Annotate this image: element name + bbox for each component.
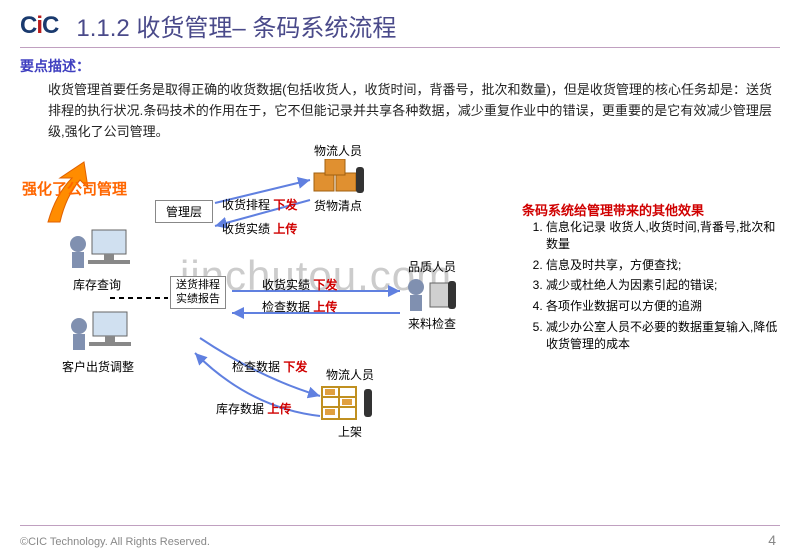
shelf-icon — [318, 383, 382, 423]
description: 收货管理首要任务是取得正确的收货数据(包括收货人，收货时间，背番号，批次和数量)… — [0, 80, 800, 142]
node-quality: 品质人员 来料检查 — [402, 258, 462, 332]
section-label: 要点描述： — [20, 56, 800, 76]
shelving-label: 上架 — [338, 425, 362, 439]
edge-6: 库存数据 上传 — [216, 400, 291, 417]
inventory-query-label: 库存查询 — [73, 278, 121, 292]
footer-text: ©CIC Technology. All Rights Reserved. — [20, 536, 210, 548]
edge-3: 收货实绩 下发 — [262, 276, 337, 293]
strengthen-label: 强化了公司管理 — [22, 178, 127, 199]
mgmt-box: 管理层 — [155, 200, 213, 223]
node-report: 送货排程实绩报告 — [170, 276, 226, 308]
benefits-list: 信息化记录 收货人,收货时间,背番号,批次和数量 信息及时共享，方便查找; 减少… — [522, 219, 782, 353]
logistics-2-label: 物流人员 — [326, 368, 374, 382]
edge-5: 检查数据 下发 — [232, 358, 307, 375]
edge-4: 检查数据 上传 — [262, 298, 337, 315]
benefit-5: 减少办公室人员不必要的数据重复输入,降低收货管理的成本 — [546, 319, 782, 353]
edge-1: 收货排程 下发 — [222, 196, 297, 213]
benefit-1: 信息化记录 收货人,收货时间,背番号,批次和数量 — [546, 219, 782, 253]
quality-icon — [402, 275, 462, 315]
report-label: 送货排程实绩报告 — [170, 276, 226, 308]
benefit-2: 信息及时共享，方便查找; — [546, 257, 782, 274]
computer-icon-1 — [62, 226, 132, 276]
benefit-4: 各项作业数据可以方便的追溯 — [546, 298, 782, 315]
logo: CiC — [20, 12, 58, 40]
node-inventory: 库存查询 — [62, 226, 132, 293]
incoming-label: 来料检查 — [408, 317, 456, 331]
customer-ship-label: 客户出货调整 — [62, 360, 134, 374]
benefits-panel: 条码系统给管理带来的其他效果 信息化记录 收货人,收货时间,背番号,批次和数量 … — [522, 200, 782, 357]
goods-count-label: 货物清点 — [314, 199, 362, 213]
header: CiC 1.1.2 收货管理– 条码系统流程 — [0, 0, 800, 47]
node-logistics-1: 物流人员 货物清点 — [308, 142, 368, 214]
logo-c2: C — [42, 12, 58, 39]
node-customer: 客户出货调整 — [62, 308, 134, 375]
mgmt-label: 管理层 — [155, 200, 213, 223]
benefits-title: 条码系统给管理带来的其他效果 — [522, 200, 782, 219]
boxes-icon — [308, 159, 368, 197]
quality-label: 品质人员 — [408, 260, 456, 274]
edge-2: 收货实绩 上传 — [222, 220, 297, 237]
page-title: 1.1.2 收货管理– 条码系统流程 — [76, 8, 396, 43]
logo-c1: C — [20, 12, 36, 39]
node-shelving: 物流人员 上架 — [318, 366, 382, 440]
computer-icon-2 — [63, 308, 133, 358]
footer-divider — [20, 525, 780, 526]
page-number: 4 — [768, 532, 776, 548]
logistics-1-label: 物流人员 — [314, 144, 362, 158]
benefit-3: 减少或杜绝人为因素引起的错误; — [546, 277, 782, 294]
divider — [20, 47, 780, 48]
